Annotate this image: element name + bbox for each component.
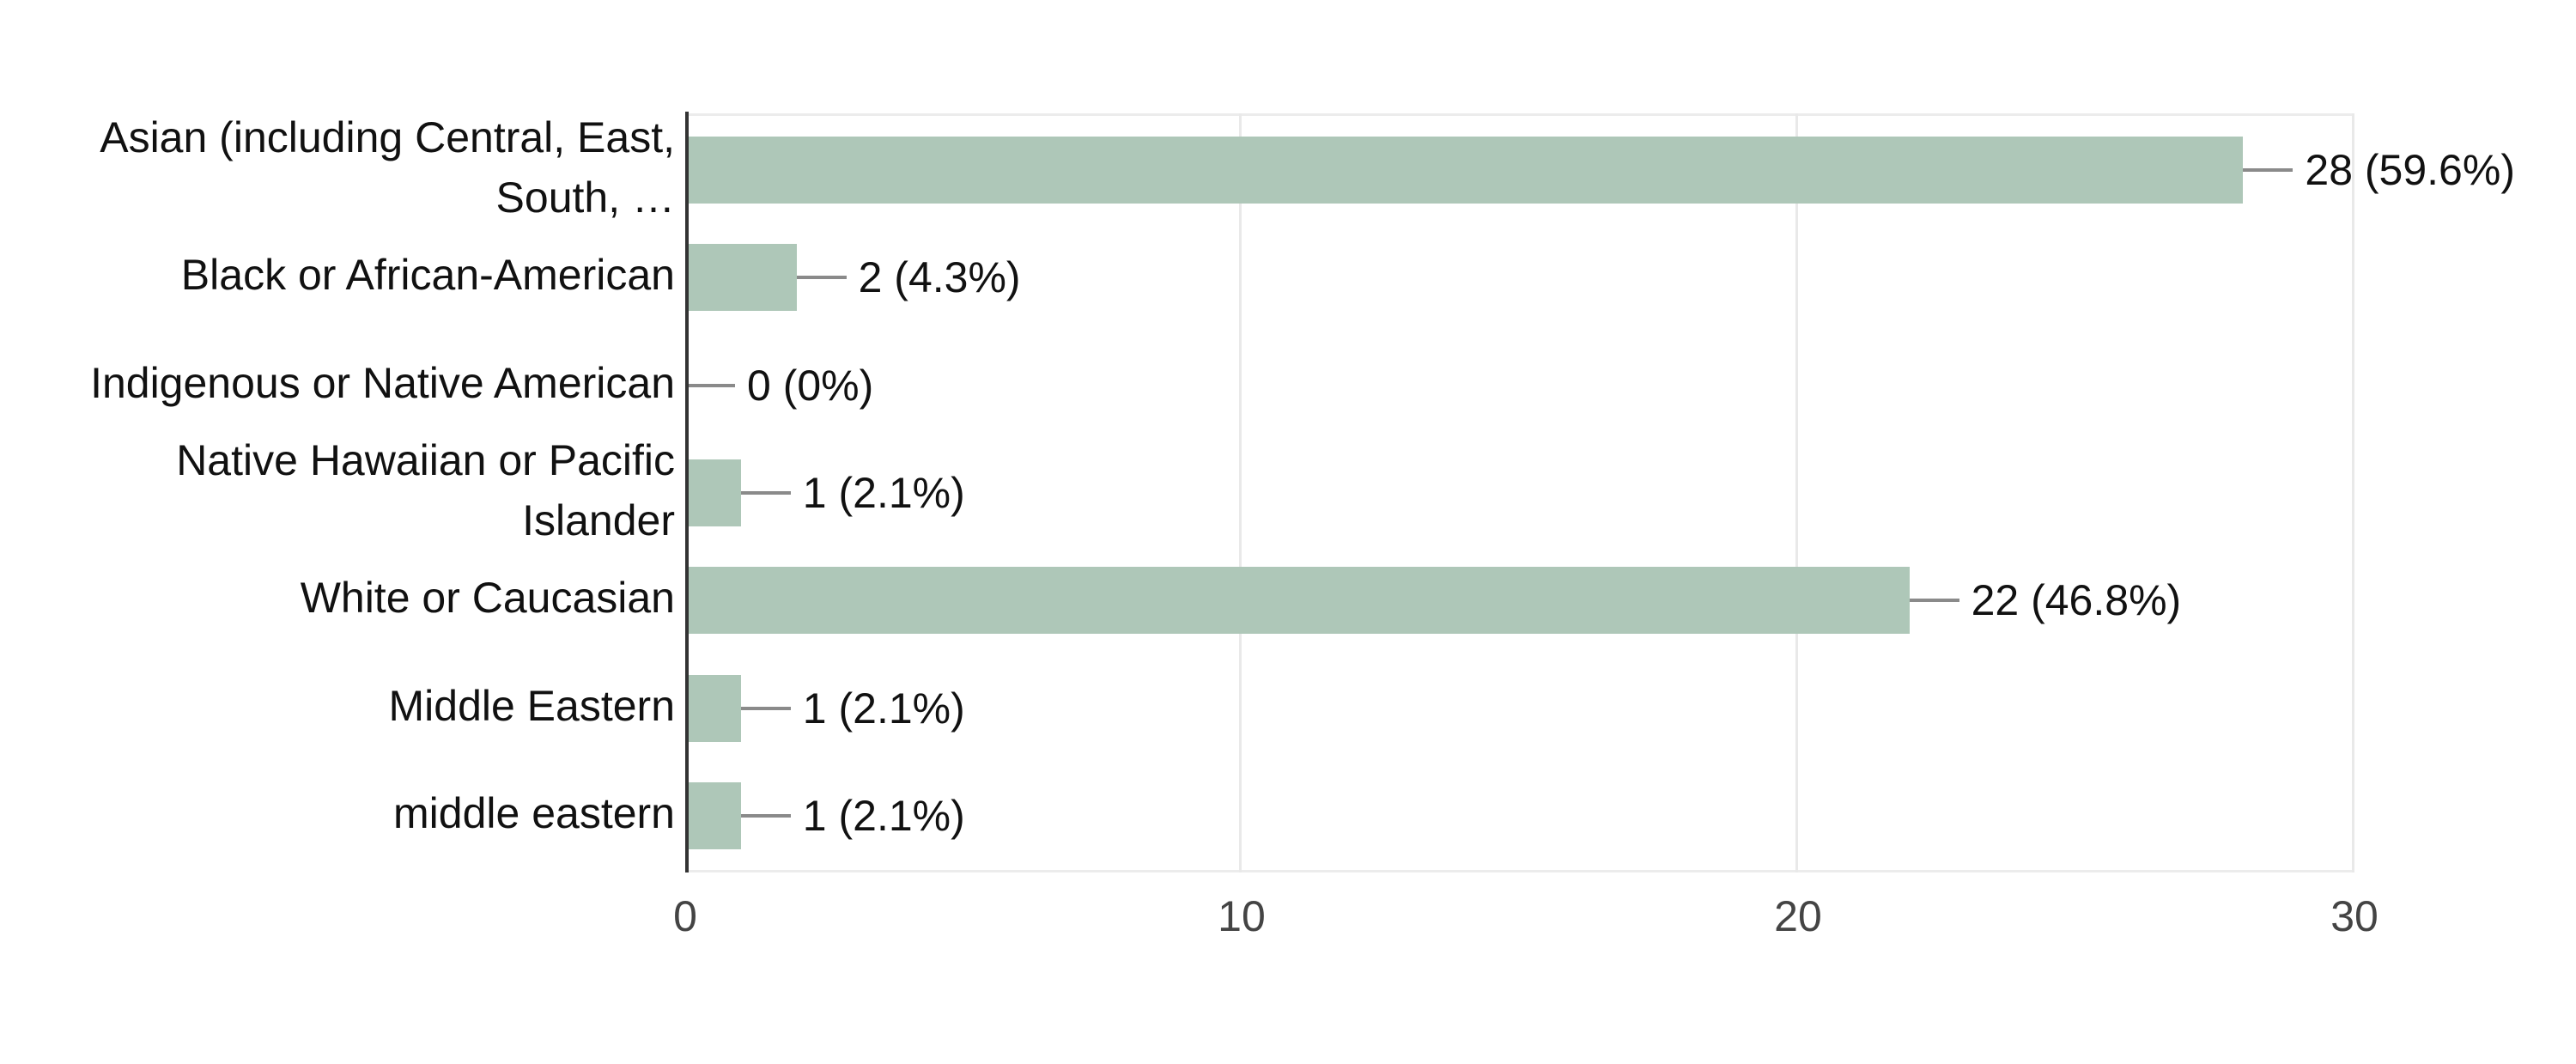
value-connector-line <box>796 276 847 280</box>
bar-row: 28 (59.6%) <box>685 116 2515 223</box>
value-label: 2 (4.3%) <box>858 253 1021 302</box>
bar <box>685 567 1910 635</box>
value-label: 1 (2.1%) <box>802 792 965 841</box>
bar-row: 1 (2.1%) <box>685 439 2354 546</box>
category-label-cell: Black or African-American <box>0 221 675 328</box>
category-label-cell: middle eastern <box>0 760 675 867</box>
bar <box>685 782 741 850</box>
gridline-30 <box>2352 113 2354 872</box>
category-label-column: Asian (including Central, East, South, …… <box>0 113 675 867</box>
value-label: 22 (46.8%) <box>1971 576 2182 625</box>
value-label: 0 (0%) <box>747 361 874 410</box>
bar <box>685 674 741 742</box>
category-label: Black or African-American <box>180 251 675 300</box>
category-label: Native Hawaiian or Pacific Islander <box>176 436 675 544</box>
category-label-cell: Indigenous or Native American <box>0 329 675 436</box>
category-label-cell: Middle Eastern <box>0 652 676 759</box>
bar-row: 1 (2.1%) <box>685 763 2354 870</box>
category-label: Asian (including Central, East, South, … <box>100 112 675 222</box>
category-label: middle eastern <box>393 789 675 838</box>
value-connector-line <box>740 706 791 710</box>
category-label: Indigenous or Native American <box>90 358 675 407</box>
value-connector-line <box>2243 167 2293 172</box>
category-label-cell: Native Hawaiian or Pacific Islander <box>0 436 675 544</box>
value-connector-line <box>740 814 791 818</box>
value-connector-line <box>1909 599 1959 603</box>
value-connector-line <box>740 490 791 495</box>
value-label: 1 (2.1%) <box>802 468 965 517</box>
value-label: 28 (59.6%) <box>2305 145 2515 194</box>
bar-row: 22 (46.8%) <box>685 547 2354 654</box>
gridline-10 <box>1238 113 1242 872</box>
gridline-20 <box>1795 113 1798 872</box>
bar-row: 0 (0%) <box>685 331 2354 439</box>
x-tick-label: 10 <box>1218 892 1266 940</box>
category-label: White or Caucasian <box>300 574 675 623</box>
value-label: 1 (2.1%) <box>802 684 965 733</box>
category-label-cell: Asian (including Central, East, South, … <box>0 113 675 222</box>
plot-area: 28 (59.6%) 2 (4.3%) 0 (0%) 1 (2.1%) 22 (46.8… <box>685 112 2515 872</box>
bar <box>685 459 741 526</box>
value-connector-line <box>685 383 735 387</box>
bar-row: 1 (2.1%) <box>685 654 2354 762</box>
bar <box>685 136 2244 204</box>
x-tick-label: 20 <box>1774 892 1822 940</box>
x-tick-label: 30 <box>2330 892 2379 940</box>
category-label-cell: White or Caucasian <box>0 544 675 652</box>
y-axis-line <box>685 112 689 872</box>
bar <box>685 244 797 312</box>
bar-row: 2 (4.3%) <box>685 223 2354 331</box>
x-axis: 0 10 20 30 <box>673 891 2379 952</box>
x-tick-label: 0 <box>673 892 697 940</box>
category-label: Middle Eastern <box>388 681 676 730</box>
